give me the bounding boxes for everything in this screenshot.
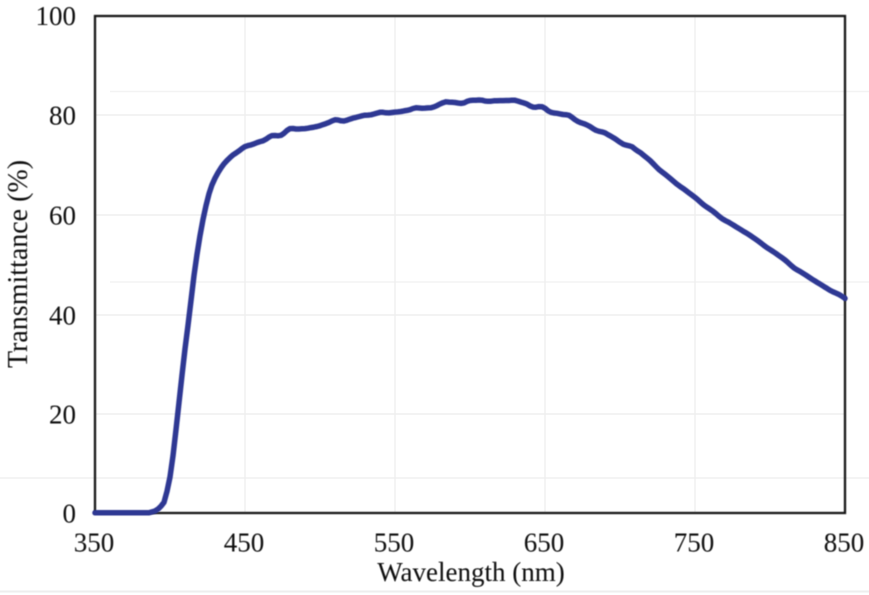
svg-text:0: 0 — [63, 499, 77, 529]
svg-text:60: 60 — [49, 201, 76, 231]
svg-text:100: 100 — [36, 1, 77, 31]
svg-text:80: 80 — [49, 101, 76, 131]
svg-text:750: 750 — [674, 528, 715, 558]
svg-text:350: 350 — [74, 528, 115, 558]
svg-text:850: 850 — [824, 528, 865, 558]
svg-text:Wavelength (nm): Wavelength (nm) — [377, 557, 565, 587]
svg-text:20: 20 — [49, 400, 76, 430]
svg-text:450: 450 — [224, 528, 265, 558]
svg-text:Transmittance (%): Transmittance (%) — [3, 160, 34, 368]
svg-text:550: 550 — [374, 528, 415, 558]
svg-text:650: 650 — [524, 528, 565, 558]
svg-text:40: 40 — [49, 301, 76, 331]
